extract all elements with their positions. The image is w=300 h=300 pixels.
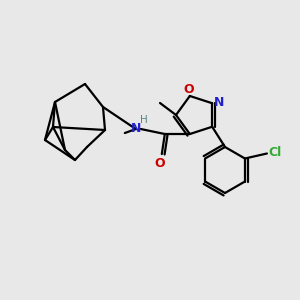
Text: N: N bbox=[130, 122, 141, 134]
Text: Cl: Cl bbox=[268, 146, 281, 159]
Text: O: O bbox=[184, 83, 194, 97]
Text: H: H bbox=[140, 115, 148, 125]
Text: O: O bbox=[154, 157, 165, 169]
Text: N: N bbox=[214, 96, 224, 109]
